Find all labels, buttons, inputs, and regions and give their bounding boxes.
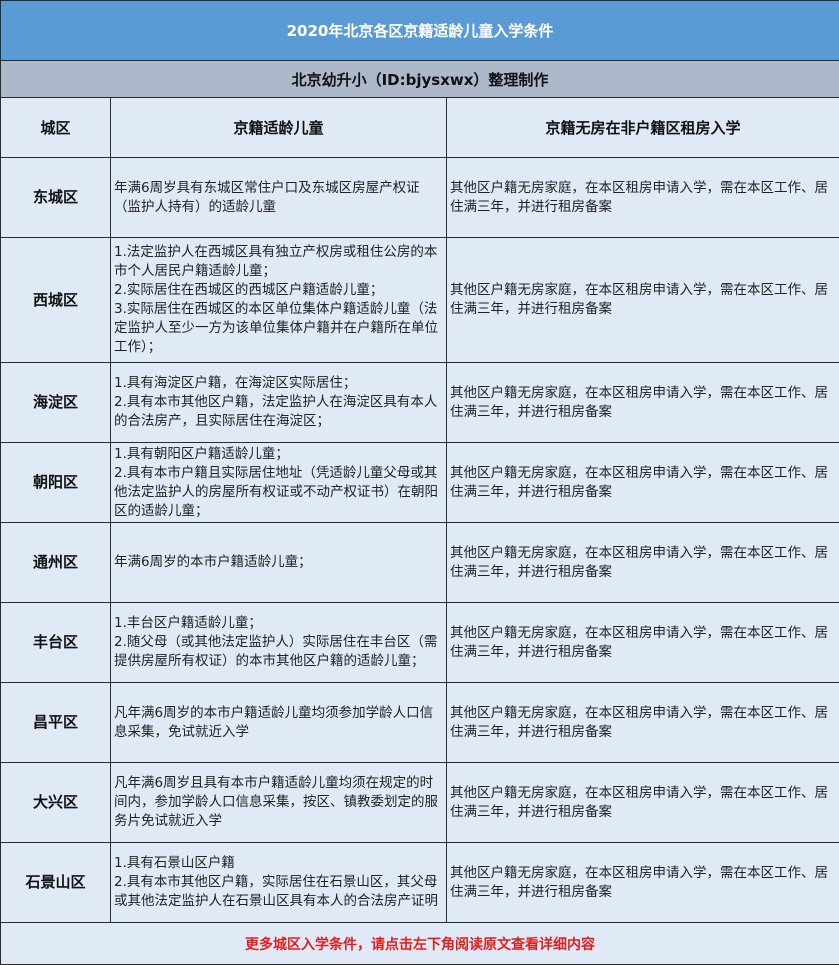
header-rent: 京籍无房在非户籍区租房入学: [447, 98, 839, 158]
table-row: 东城区年满6周岁具有东城区常住户口及东城区房屋产权证（监护人持有）的适龄儿童其他…: [1, 158, 839, 238]
condition-line: 2.具有本市其他区户籍，实际居住在石景山区，其父母或其他法定监护人在石景山区具有…: [114, 873, 443, 911]
condition-line: 凡年满6周岁的本市户籍适龄儿童均须参加学龄人口信息采集，免试就近入学: [114, 704, 443, 742]
condition-line: 3.实际居住在西城区的本区单位集体户籍适龄儿童（法定监护人至少一方为该单位集体户…: [114, 300, 443, 357]
table-row: 昌平区凡年满6周岁的本市户籍适龄儿童均须参加学龄人口信息采集，免试就近入学其他区…: [1, 683, 839, 763]
rent-cell: 其他区户籍无房家庭，在本区租房申请入学，需在本区工作、居住满三年，并进行租房备案: [447, 363, 839, 443]
condition-line: 年满6周岁具有东城区常住户口及东城区房屋产权证（监护人持有）的适龄儿童: [114, 179, 443, 217]
condition-line: 2.随父母（或其他法定监护人）实际居住在丰台区（需提供房屋所有权证）的本市其他区…: [114, 633, 443, 671]
table-row: 大兴区凡年满6周岁且具有本市户籍适龄儿童均须在规定的时间内，参加学龄人口信息采集…: [1, 763, 839, 843]
rent-cell: 其他区户籍无房家庭，在本区租房申请入学，需在本区工作、居住满三年，并进行租房备案: [447, 763, 839, 843]
conditions-cell: 凡年满6周岁且具有本市户籍适龄儿童均须在规定的时间内，参加学龄人口信息采集，按区…: [111, 763, 447, 843]
district-cell: 石景山区: [1, 843, 111, 923]
district-cell: 大兴区: [1, 763, 111, 843]
rent-cell: 其他区户籍无房家庭，在本区租房申请入学，需在本区工作、居住满三年，并进行租房备案: [447, 443, 839, 523]
district-cell: 海淀区: [1, 363, 111, 443]
district-cell: 通州区: [1, 523, 111, 603]
conditions-cell: 1.具有朝阳区户籍适龄儿童；2.具有本市户籍且实际居住地址（凭适龄儿童父母或其他…: [111, 443, 447, 523]
conditions-cell: 1.具有海淀区户籍，在海淀区实际居住；2.具有本市其他区户籍，法定监护人在海淀区…: [111, 363, 447, 443]
conditions-cell: 年满6周岁的本市户籍适龄儿童；: [111, 523, 447, 603]
condition-line: 1.具有海淀区户籍，在海淀区实际居住；: [114, 374, 443, 393]
conditions-cell: 凡年满6周岁的本市户籍适龄儿童均须参加学龄人口信息采集，免试就近入学: [111, 683, 447, 763]
header-district: 城区: [1, 98, 111, 158]
district-cell: 丰台区: [1, 603, 111, 683]
conditions-cell: 1.丰台区户籍适龄儿童；2.随父母（或其他法定监护人）实际居住在丰台区（需提供房…: [111, 603, 447, 683]
footer-note: 更多城区入学条件，请点击左下角阅读原文查看详细内容: [1, 923, 839, 965]
conditions-cell: 1.法定监护人在西城区具有独立产权房或租住公房的本市个人居民户籍适龄儿童；2.实…: [111, 238, 447, 363]
condition-line: 2.具有本市其他区户籍，法定监护人在海淀区具有本人的合法房产，且实际居住在海淀区…: [114, 393, 443, 431]
condition-line: 1.具有石景山区户籍: [114, 854, 443, 873]
rent-cell: 其他区户籍无房家庭，在本区租房申请入学，需在本区工作、居住满三年，并进行租房备案: [447, 603, 839, 683]
condition-line: 1.法定监护人在西城区具有独立产权房或租住公房的本市个人居民户籍适龄儿童；: [114, 243, 443, 281]
condition-line: 2.具有本市户籍且实际居住地址（凭适龄儿童父母或其他法定监护人的房屋所有权证或不…: [114, 464, 443, 521]
condition-line: 年满6周岁的本市户籍适龄儿童；: [114, 553, 443, 572]
header-conditions: 京籍适龄儿童: [111, 98, 447, 158]
rent-cell: 其他区户籍无房家庭，在本区租房申请入学，需在本区工作、居住满三年，并进行租房备案: [447, 523, 839, 603]
table-row: 通州区年满6周岁的本市户籍适龄儿童；其他区户籍无房家庭，在本区租房申请入学，需在…: [1, 523, 839, 603]
table-title: 2020年北京各区京籍适龄儿童入学条件: [1, 1, 839, 61]
district-cell: 西城区: [1, 238, 111, 363]
conditions-cell: 年满6周岁具有东城区常住户口及东城区房屋产权证（监护人持有）的适龄儿童: [111, 158, 447, 238]
condition-line: 1.丰台区户籍适龄儿童；: [114, 614, 443, 633]
condition-line: 凡年满6周岁且具有本市户籍适龄儿童均须在规定的时间内，参加学龄人口信息采集，按区…: [114, 774, 443, 831]
rent-cell: 其他区户籍无房家庭，在本区租房申请入学，需在本区工作、居住满三年，并进行租房备案: [447, 683, 839, 763]
rent-cell: 其他区户籍无房家庭，在本区租房申请入学，需在本区工作、居住满三年，并进行租房备案: [447, 158, 839, 238]
rent-cell: 其他区户籍无房家庭，在本区租房申请入学，需在本区工作、居住满三年，并进行租房备案: [447, 238, 839, 363]
table-subtitle: 北京幼升小（ID:bjysxwx）整理制作: [1, 61, 839, 98]
district-cell: 昌平区: [1, 683, 111, 763]
condition-line: 2.实际居住在西城区的西城区户籍适龄儿童；: [114, 281, 443, 300]
rent-cell: 其他区户籍无房家庭，在本区租房申请入学，需在本区工作、居住满三年，并进行租房备案: [447, 843, 839, 923]
district-cell: 东城区: [1, 158, 111, 238]
district-cell: 朝阳区: [1, 443, 111, 523]
condition-line: 1.具有朝阳区户籍适龄儿童；: [114, 445, 443, 464]
